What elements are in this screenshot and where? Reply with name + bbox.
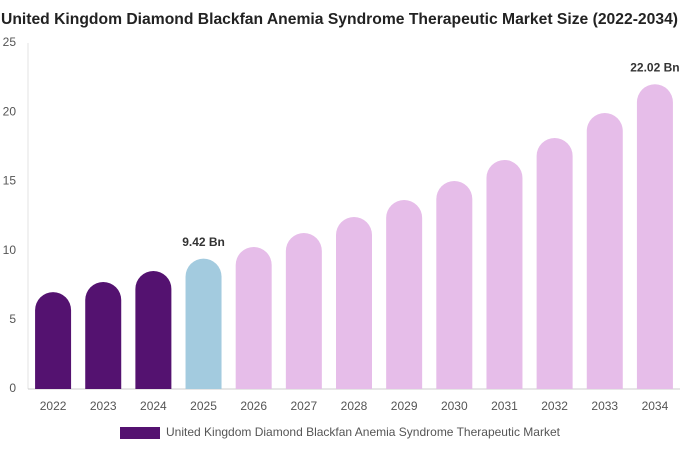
y-tick-label: 5 — [9, 312, 16, 326]
x-tick-label: 2027 — [290, 399, 317, 413]
y-tick-label: 25 — [3, 35, 17, 49]
x-tick-label: 2033 — [591, 399, 618, 413]
x-tick-label: 2025 — [190, 399, 217, 413]
chart-title: United Kingdom Diamond Blackfan Anemia S… — [1, 11, 678, 28]
x-tick-label: 2028 — [341, 399, 368, 413]
value-label: 9.42 Bn — [182, 235, 225, 249]
value-label: 22.02 Bn — [630, 60, 679, 74]
x-tick-label: 2023 — [90, 399, 117, 413]
x-tick-label: 2032 — [541, 399, 568, 413]
x-tick-label: 2031 — [491, 399, 518, 413]
y-tick-label: 15 — [3, 174, 17, 188]
bar — [336, 216, 372, 389]
legend-swatch — [120, 427, 160, 439]
bar — [285, 233, 322, 389]
bar — [35, 292, 72, 389]
y-tick-label: 20 — [3, 104, 17, 118]
x-tick-label: 2024 — [140, 399, 167, 413]
bar — [235, 247, 272, 389]
bar — [135, 270, 172, 389]
x-tick-label: 2026 — [240, 399, 267, 413]
y-tick-label: 0 — [9, 381, 16, 395]
legend-label: United Kingdom Diamond Blackfan Anemia S… — [166, 425, 561, 439]
x-tick-label: 2022 — [40, 399, 67, 413]
x-tick-label: 2034 — [642, 399, 669, 413]
bar — [486, 159, 523, 389]
x-tick-label: 2029 — [391, 399, 418, 413]
bar — [85, 282, 122, 389]
bar — [185, 258, 222, 389]
x-tick-label: 2030 — [441, 399, 468, 413]
bar — [536, 137, 573, 389]
bar — [436, 180, 473, 389]
bar — [636, 84, 673, 389]
bar — [386, 199, 423, 389]
bar — [586, 113, 623, 389]
y-tick-label: 10 — [3, 243, 17, 257]
